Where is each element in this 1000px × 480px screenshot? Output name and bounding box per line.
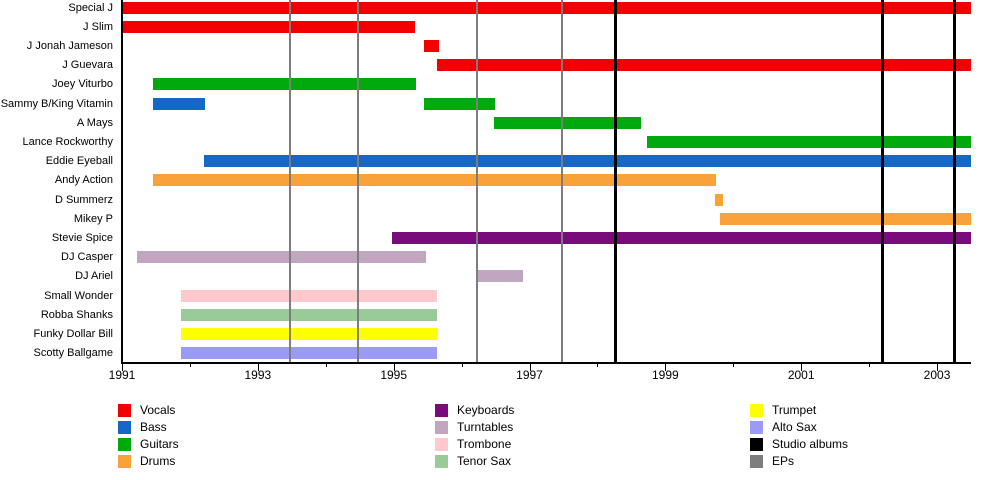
member-label: J Jonah Jameson [26, 39, 113, 52]
member-label: Lance Rockworthy [22, 135, 114, 148]
album-line [614, 0, 618, 362]
axis-tick [461, 364, 463, 367]
member-label: A Mays [76, 116, 113, 129]
axis-tick-label: 1999 [652, 368, 679, 382]
legend: Vocals Bass Guitars Drums Keyboards Turntable… [0, 398, 1000, 480]
axis-tick [801, 364, 803, 371]
axis-tick-label: 2003 [923, 368, 951, 382]
x-axis-line [121, 362, 971, 364]
timeline-bar [424, 39, 440, 52]
legend-swatch [750, 455, 763, 468]
timeline-bar [719, 212, 971, 225]
member-label: Funky Dollar Bill [33, 327, 113, 340]
member-label: Stevie Spice [51, 231, 113, 244]
axis-tick [937, 364, 939, 371]
member-label: DJ Ariel [75, 270, 113, 283]
axis-tick [597, 364, 599, 367]
legend-label: Vocals [140, 403, 176, 417]
legend-label: Tenor Sax [457, 454, 512, 468]
timeline-bar [181, 308, 438, 321]
axis-tick-label: 1995 [380, 368, 408, 382]
axis-tick [529, 364, 531, 371]
axis-tick [869, 364, 871, 367]
member-label: Small Wonder [44, 289, 113, 302]
member-label: DJ Casper [61, 251, 113, 264]
axis-tick [393, 364, 395, 371]
legend-swatch [435, 438, 448, 451]
member-label: Sammy B/King Vitamin [0, 97, 113, 110]
legend-label: Drums [140, 454, 176, 468]
member-label: Special J [68, 1, 113, 14]
legend-label: Alto Sax [772, 420, 817, 434]
timeline-bar [153, 174, 717, 187]
axis-tick-label: 1997 [516, 368, 543, 382]
legend-swatch [118, 455, 131, 468]
axis-tick [257, 364, 259, 371]
legend-swatch [750, 421, 763, 434]
timeline-bar [181, 347, 438, 360]
axis-tick [325, 364, 327, 367]
timeline-bar [153, 78, 417, 91]
axis-tick-label: 2001 [787, 368, 815, 382]
member-label: D Summerz [54, 193, 113, 206]
legend-label: Turntables [457, 420, 514, 434]
timeline-bar [122, 1, 971, 14]
legend-swatch [118, 438, 131, 451]
axis-tick [733, 364, 735, 367]
timeline-bar [122, 20, 415, 33]
ep-line [357, 0, 360, 362]
ep-line [288, 0, 291, 362]
member-label: J Slim [83, 20, 113, 33]
axis-tick [189, 364, 191, 367]
axis-tick-label: 1991 [108, 368, 136, 382]
timeline-bar [153, 97, 205, 110]
plot-area: Special J J Slim J Jonah Jameson J Guevara J… [0, 0, 971, 382]
member-label: Mikey P [73, 212, 113, 225]
timeline-bar [424, 97, 495, 110]
legend-label: Trombone [457, 437, 512, 451]
legend-label: Studio albums [772, 437, 849, 451]
legend-swatch [435, 421, 448, 434]
timeline-bar [477, 270, 523, 283]
member-label: Eddie Eyeball [45, 155, 113, 168]
member-label: J Guevara [62, 59, 113, 72]
timeline-bar [181, 327, 438, 340]
member-label: Andy Action [54, 174, 113, 187]
legend-label: Bass [140, 420, 167, 434]
axis-tick [665, 364, 667, 371]
y-axis-line [121, 0, 123, 362]
legend-label: Trumpet [772, 403, 817, 417]
axis-tick-label: 1993 [244, 368, 272, 382]
ep-line [561, 0, 564, 362]
timeline-bar [437, 59, 971, 72]
legend-swatch [435, 455, 448, 468]
timeline-bar [204, 155, 971, 168]
legend-swatch [118, 404, 131, 417]
timeline-bar [181, 289, 438, 302]
album-line [953, 0, 957, 362]
timeline-bar [647, 135, 971, 148]
legend-swatch [750, 438, 763, 451]
legend-label: EPs [772, 454, 795, 468]
member-label: Scotty Ballgame [33, 347, 113, 360]
legend-swatch [750, 404, 763, 417]
timeline-bar [714, 193, 724, 206]
axis-tick [122, 364, 123, 371]
legend-label: Guitars [140, 437, 179, 451]
album-line [881, 0, 885, 362]
ep-line [475, 0, 478, 362]
legend-swatch [118, 421, 131, 434]
legend-swatch [435, 404, 448, 417]
member-label: Robba Shanks [40, 308, 113, 321]
timeline-bar [392, 231, 971, 244]
member-label: Joey Viturbo [52, 78, 113, 91]
legend-label: Keyboards [457, 403, 515, 417]
timeline-bar [494, 116, 641, 129]
timeline-bar [136, 251, 427, 264]
